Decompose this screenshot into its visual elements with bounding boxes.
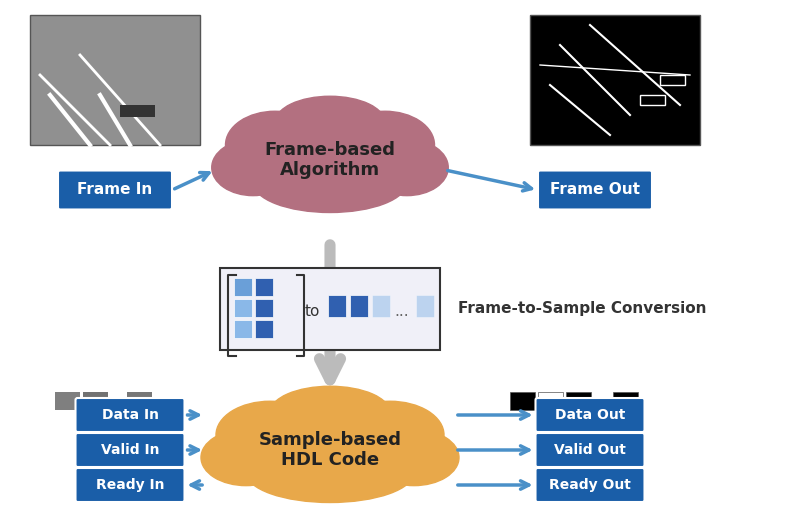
- FancyBboxPatch shape: [30, 15, 200, 145]
- Ellipse shape: [216, 401, 324, 469]
- FancyBboxPatch shape: [58, 170, 172, 210]
- Text: Frame-to-Sample Conversion: Frame-to-Sample Conversion: [458, 301, 707, 316]
- Text: ...: ...: [592, 394, 604, 407]
- Ellipse shape: [275, 96, 385, 149]
- Ellipse shape: [366, 139, 448, 196]
- Ellipse shape: [369, 429, 459, 486]
- Ellipse shape: [225, 111, 325, 179]
- FancyBboxPatch shape: [255, 299, 273, 317]
- FancyBboxPatch shape: [255, 320, 273, 338]
- FancyBboxPatch shape: [255, 278, 273, 296]
- Text: Frame Out: Frame Out: [550, 183, 640, 198]
- Ellipse shape: [270, 386, 390, 439]
- Ellipse shape: [242, 115, 418, 205]
- Text: to: to: [304, 303, 320, 319]
- FancyBboxPatch shape: [538, 392, 563, 410]
- Text: Sample-based
HDL Code: Sample-based HDL Code: [258, 430, 402, 470]
- FancyBboxPatch shape: [220, 268, 440, 350]
- FancyBboxPatch shape: [75, 468, 184, 502]
- FancyBboxPatch shape: [536, 433, 645, 467]
- FancyBboxPatch shape: [538, 170, 652, 210]
- FancyBboxPatch shape: [536, 468, 645, 502]
- FancyBboxPatch shape: [75, 398, 184, 432]
- Text: Ready Out: Ready Out: [549, 478, 631, 492]
- Text: Valid In: Valid In: [101, 443, 160, 457]
- Ellipse shape: [212, 139, 294, 196]
- Ellipse shape: [336, 401, 444, 469]
- FancyBboxPatch shape: [120, 105, 155, 117]
- FancyBboxPatch shape: [510, 392, 535, 410]
- Text: Ready In: Ready In: [95, 478, 164, 492]
- FancyBboxPatch shape: [566, 392, 591, 410]
- Text: Frame-based
Algorithm: Frame-based Algorithm: [265, 141, 395, 179]
- Ellipse shape: [201, 429, 291, 486]
- Ellipse shape: [234, 405, 426, 495]
- FancyBboxPatch shape: [416, 295, 434, 317]
- FancyBboxPatch shape: [234, 320, 252, 338]
- Text: Data In: Data In: [102, 408, 159, 422]
- Ellipse shape: [253, 153, 407, 212]
- FancyBboxPatch shape: [530, 15, 700, 145]
- FancyBboxPatch shape: [350, 295, 368, 317]
- Text: Data Out: Data Out: [555, 408, 626, 422]
- FancyBboxPatch shape: [75, 433, 184, 467]
- FancyBboxPatch shape: [83, 392, 108, 410]
- FancyBboxPatch shape: [613, 392, 638, 410]
- FancyBboxPatch shape: [234, 299, 252, 317]
- FancyBboxPatch shape: [372, 295, 390, 317]
- FancyBboxPatch shape: [127, 392, 152, 410]
- FancyBboxPatch shape: [328, 295, 346, 317]
- FancyBboxPatch shape: [536, 398, 645, 432]
- Ellipse shape: [335, 111, 435, 179]
- Text: ...: ...: [395, 303, 409, 319]
- Text: Frame In: Frame In: [77, 183, 152, 198]
- Ellipse shape: [246, 442, 414, 503]
- FancyBboxPatch shape: [234, 278, 252, 296]
- Text: Valid Out: Valid Out: [554, 443, 626, 457]
- FancyBboxPatch shape: [55, 392, 80, 410]
- Text: ...: ...: [106, 394, 118, 407]
